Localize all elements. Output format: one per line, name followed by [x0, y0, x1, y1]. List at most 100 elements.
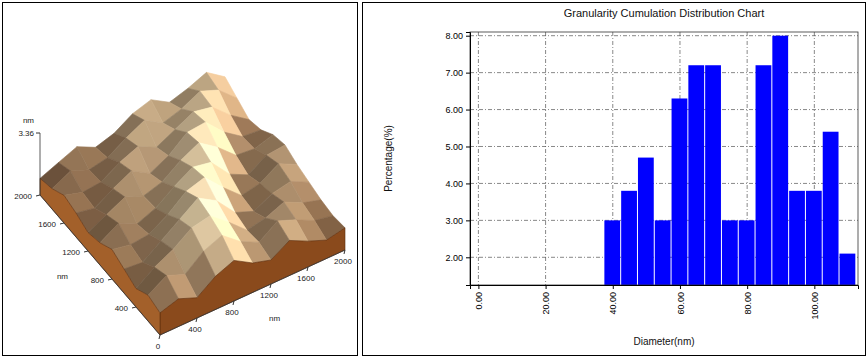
bar [688, 65, 704, 285]
tick [84, 251, 88, 252]
tick-label: 3.36 [18, 129, 34, 138]
tick: 60.00 [676, 285, 686, 315]
axis-title: nm [269, 314, 280, 323]
x-axis: 0.00 20.00 40.00 60.00 80.00 100.00 [471, 285, 859, 320]
tick [233, 301, 234, 305]
chart-title: Granularity Cumulation Distribution Char… [564, 7, 765, 19]
tick-label: 40.00 [608, 292, 618, 315]
bar [655, 220, 671, 285]
tick [36, 133, 40, 134]
grid-line [470, 109, 858, 110]
tick-mark [466, 257, 470, 258]
tick-label: 7.00 [445, 68, 463, 78]
tick-mark [466, 36, 470, 37]
tick-label: 1200 [260, 291, 278, 300]
y-axis-line [40, 195, 160, 335]
tick: 40.00 [608, 285, 618, 315]
tick-label: 0.00 [474, 292, 484, 310]
z-axis-line [40, 133, 41, 195]
tick [60, 223, 64, 224]
grid-line [478, 32, 479, 285]
bar [722, 220, 738, 285]
surface-plot [40, 72, 345, 335]
bar [789, 191, 805, 285]
bar [756, 65, 772, 285]
page: 0 400 800 1200 1600 2000 400 800 1200 1600 2000 3.3… [0, 0, 868, 360]
tick-label: 4.00 [445, 179, 463, 189]
tick-label: 800 [225, 308, 239, 317]
tick: 6.00 [445, 105, 470, 115]
surface-wall [40, 178, 160, 335]
bar [840, 254, 856, 285]
tick-label: 100.00 [810, 292, 820, 320]
tick-mark [466, 110, 470, 111]
axis-line [471, 286, 859, 290]
tick-mark [613, 285, 614, 289]
tick-label: 0 [156, 342, 161, 351]
axis-title: Diameter(nm) [633, 336, 694, 347]
tick [344, 250, 345, 254]
tick-label: 8.00 [445, 31, 463, 41]
tick-label: 400 [188, 325, 202, 334]
tick [159, 335, 160, 339]
tick: 5.00 [445, 142, 470, 152]
x-axis-line [160, 250, 345, 335]
tick: 80.00 [743, 285, 753, 315]
panel-frame [3, 3, 358, 356]
bar [823, 132, 839, 285]
tick-label: 60.00 [676, 292, 686, 315]
tick [132, 307, 136, 308]
tick-label: 2000 [334, 257, 352, 266]
grid-line [470, 35, 858, 36]
tick-label: 800 [91, 276, 105, 285]
tick: 20.00 [541, 285, 551, 315]
tick: 100.00 [810, 285, 820, 320]
tick-label: 1600 [297, 274, 315, 283]
bar [638, 158, 654, 285]
axis-title: Percentage(%) [383, 125, 394, 192]
tick-label: 1600 [38, 220, 56, 229]
grid-line [470, 146, 858, 147]
bars [604, 36, 855, 285]
axis-title: nm [57, 272, 68, 281]
tick [36, 195, 40, 196]
grid-line [470, 183, 858, 184]
tick [270, 284, 271, 288]
tick: 3.00 [445, 216, 470, 226]
tick-label: 3.00 [445, 216, 463, 226]
tick [108, 279, 112, 280]
tick-mark [680, 285, 681, 289]
bar [672, 98, 688, 285]
y-axis: 2.00 3.00 4.00 5.00 6.00 7.00 8.00 [445, 31, 470, 285]
bar [739, 220, 755, 285]
tick-label: 80.00 [743, 292, 753, 315]
tick-mark [478, 285, 479, 289]
tick: 2.00 [445, 253, 470, 263]
bar [621, 191, 637, 285]
tick-mark [546, 285, 547, 289]
tick-mark [814, 285, 815, 289]
tick: 7.00 [445, 68, 470, 78]
tick-label: 1200 [62, 248, 80, 257]
grid-line [470, 72, 858, 73]
bar [604, 220, 620, 285]
tick: 8.00 [445, 31, 470, 41]
tick-label: 400 [115, 304, 129, 313]
tick-mark [466, 146, 470, 147]
tick-mark [747, 285, 748, 289]
tick-label: 2000 [14, 192, 32, 201]
axis-title: nm [23, 116, 34, 125]
surface-cell [266, 202, 297, 221]
axis-line [466, 33, 471, 286]
bar [772, 36, 788, 285]
tick-label: 5.00 [445, 142, 463, 152]
plot-frame [470, 32, 858, 285]
bar [806, 191, 822, 285]
tick-mark [466, 73, 470, 74]
tick-mark [466, 220, 470, 221]
tick [307, 267, 308, 271]
panel-frame [363, 3, 866, 356]
surface-cell [188, 72, 219, 91]
surface-wall [160, 228, 345, 335]
grid-line [545, 32, 546, 285]
